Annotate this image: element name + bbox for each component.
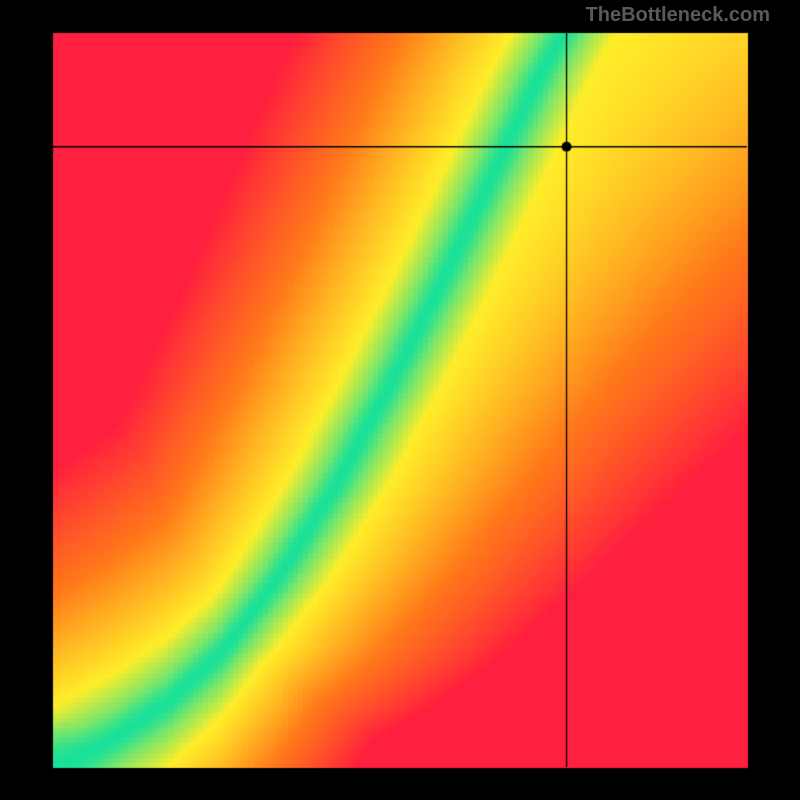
bottleneck-heatmap-canvas bbox=[0, 0, 800, 800]
chart-container: TheBottleneck.com bbox=[0, 0, 800, 800]
attribution-label: TheBottleneck.com bbox=[586, 4, 770, 27]
